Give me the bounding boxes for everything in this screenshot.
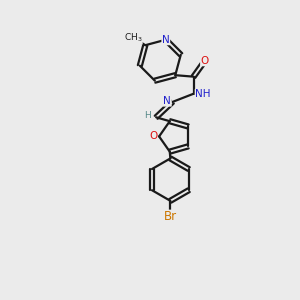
Text: O: O bbox=[149, 131, 157, 141]
Text: NH: NH bbox=[195, 89, 211, 99]
Text: H: H bbox=[145, 111, 151, 120]
Text: O: O bbox=[201, 56, 209, 66]
Text: CH$_3$: CH$_3$ bbox=[124, 32, 142, 44]
Text: Br: Br bbox=[164, 210, 177, 223]
Text: N: N bbox=[164, 96, 171, 106]
Text: N: N bbox=[162, 35, 170, 45]
